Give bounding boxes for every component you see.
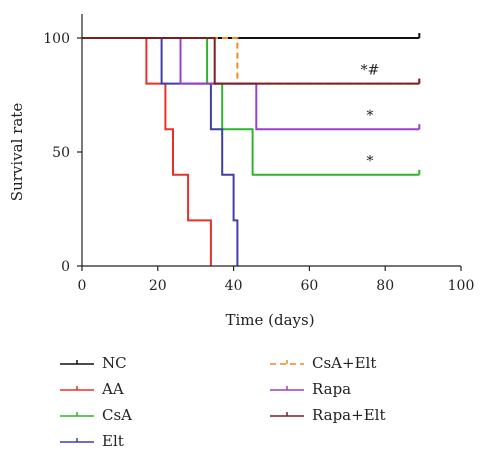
significance-annotation: * — [367, 108, 374, 124]
x-tick-label: 80 — [376, 278, 394, 294]
y-tick-label: 100 — [43, 31, 70, 47]
axes — [81, 14, 461, 267]
series-line-rapa-elt — [82, 37, 420, 85]
legend-label: CsA — [102, 406, 132, 424]
annotations: *# * * — [361, 62, 380, 169]
series-line-aa — [82, 37, 212, 266]
x-tick-label: 0 — [78, 278, 87, 294]
significance-annotation: *# — [361, 62, 380, 78]
series-line-csa — [82, 37, 420, 176]
significance-annotation: * — [367, 154, 374, 170]
x-axis-title: Time (days) — [225, 311, 314, 329]
legend-label: Rapa — [312, 380, 351, 398]
y-tick-label: 0 — [61, 259, 70, 275]
legend-label: NC — [102, 354, 127, 372]
y-tick-label: 50 — [52, 145, 70, 161]
plot-lines — [82, 33, 421, 266]
legend-label: Elt — [102, 432, 124, 450]
legend-label: AA — [101, 380, 124, 398]
y-axis-title: Survival rate — [8, 103, 26, 202]
x-tick-label: 100 — [448, 278, 475, 294]
x-tick-label: 60 — [300, 278, 318, 294]
x-tick-label: 20 — [149, 278, 167, 294]
series-line-elt — [82, 37, 239, 266]
legend-label: CsA+Elt — [312, 354, 376, 372]
legend-label: Rapa+Elt — [312, 406, 385, 424]
x-tick-label: 40 — [225, 278, 243, 294]
ticks: 0 20 40 60 80 100 0 50 100 — [43, 31, 474, 294]
legend: NC AA CsA Elt CsA+Elt Rapa Rapa+Elt — [60, 354, 385, 450]
